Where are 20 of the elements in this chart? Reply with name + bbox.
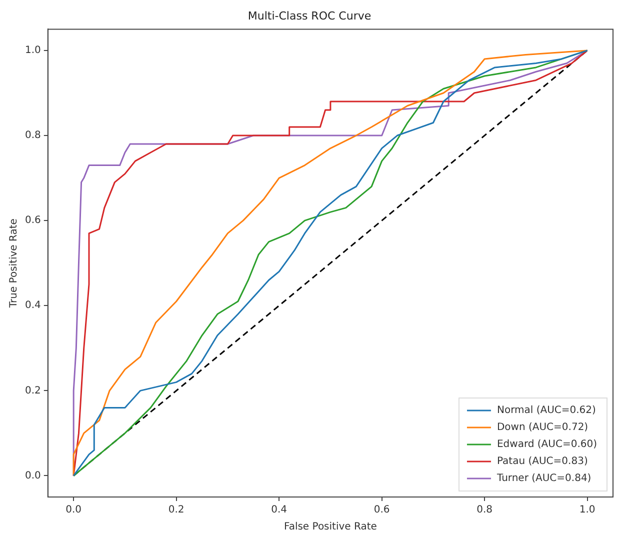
chart-title: Multi-Class ROC Curve [248,9,372,22]
y-tick-label: 0.6 [24,215,41,226]
legend-label: Turner (AUC=0.84) [496,473,592,484]
x-tick-label: 0.2 [168,504,184,516]
y-tick-label: 0.8 [24,130,41,142]
x-tick-label: 0.4 [271,504,288,516]
x-tick-label: 0.6 [374,504,390,516]
x-tick-label: 0.0 [66,504,82,516]
y-axis-title: True Positive Rate [8,218,20,309]
x-tick-label: 0.8 [476,504,493,516]
y-tick-label: 0.0 [24,470,41,482]
legend-label: Down (AUC=0.72) [496,422,588,434]
x-axis-title: False Positive Rate [284,522,377,533]
y-tick-label: 0.4 [24,300,41,312]
legend-label: Edward (AUC=0.60) [496,439,598,450]
y-tick-label: 1.0 [24,45,41,56]
legend-label: Patau (AUC=0.83) [496,456,588,468]
x-tick-label: 1.0 [579,504,596,516]
legend-label: Normal (AUC=0.62) [496,405,596,416]
y-tick-label: 0.2 [24,385,41,396]
